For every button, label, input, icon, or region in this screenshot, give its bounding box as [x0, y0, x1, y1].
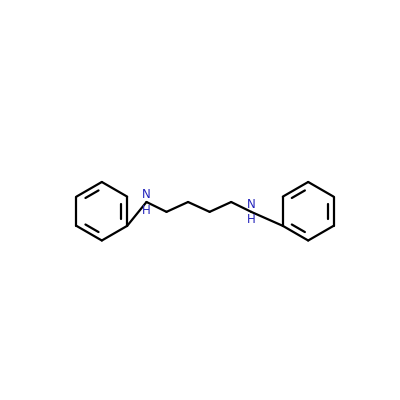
Text: N: N [142, 188, 151, 201]
Text: N: N [247, 198, 256, 211]
Text: H: H [247, 213, 256, 226]
Text: H: H [142, 204, 151, 216]
